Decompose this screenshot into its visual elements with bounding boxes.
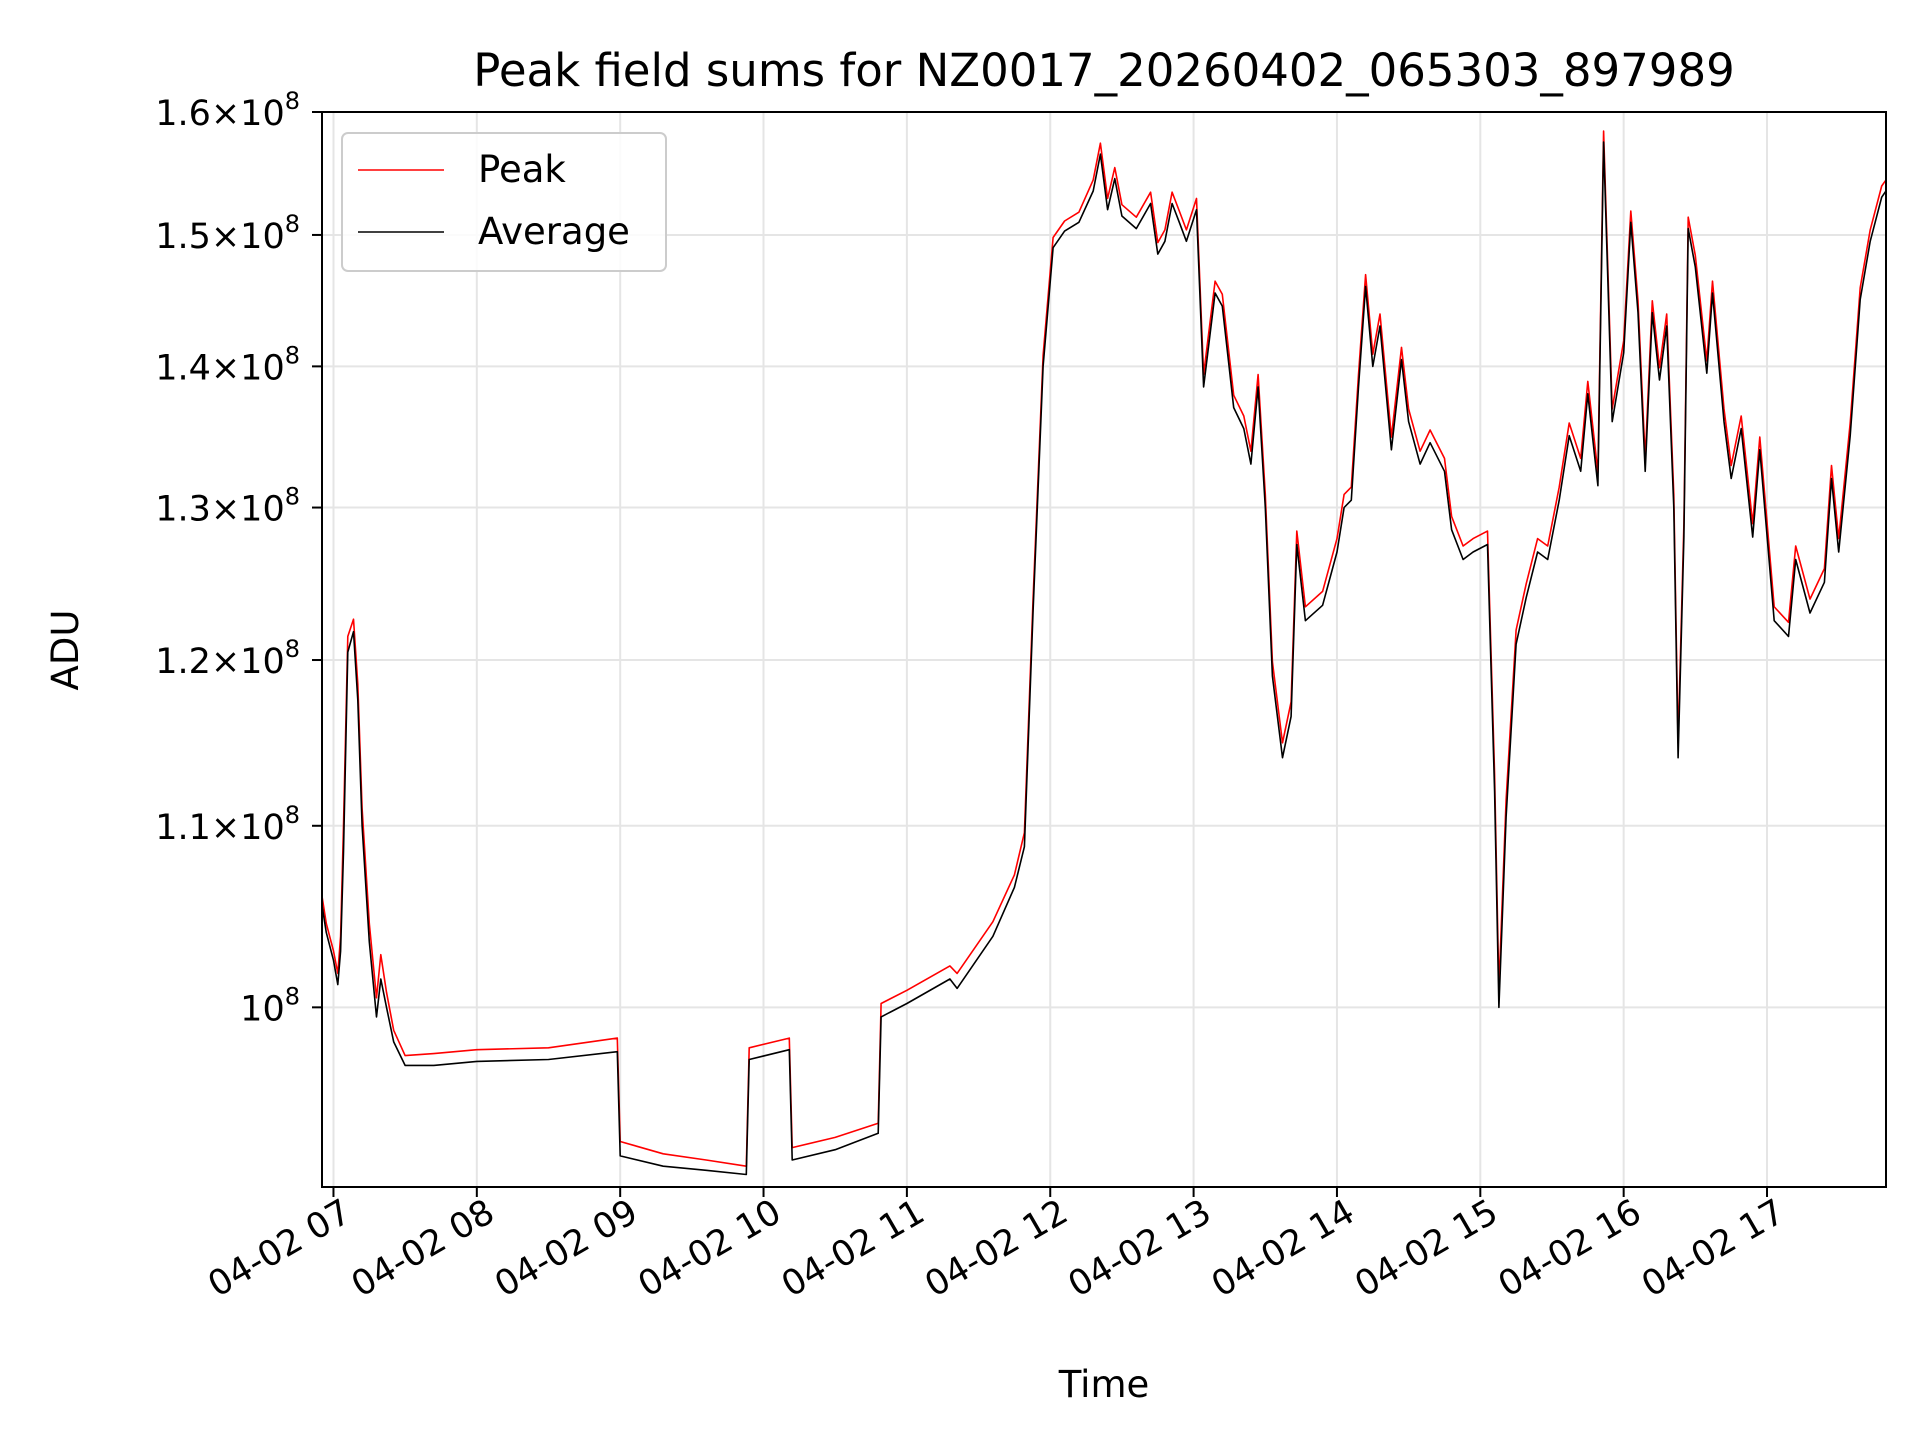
legend-peak-label: Peak [478,148,566,191]
y-tick-label: 1.1×108 [155,801,300,848]
legend-average-label: Average [478,210,630,253]
grid [322,111,1886,1187]
y-tick-label: 1.2×108 [155,635,300,682]
y-tick-label: 1.6×108 [155,87,300,134]
y-axis-ticks: 108 1.1×108 1.2×108 1.3×108 1.4×108 1.5×108 1.… [155,87,322,1029]
series-line-average [321,141,1887,1176]
y-tick-label: 1.5×108 [155,210,300,257]
chart-title: Peak field sums for NZ0017_20260402_0653… [473,44,1734,97]
legend: Peak Average [341,132,667,272]
y-axis-label: ADU [44,610,87,691]
legend-box [341,132,667,272]
y-tick-label: 108 [240,982,300,1029]
y-tick-label: 1.3×108 [155,483,300,530]
plot-area [322,112,1886,1187]
series-layer [321,130,1887,1176]
y-tick-label: 1.4×108 [155,341,300,388]
x-axis-label: Time [1058,1363,1150,1406]
plot-frame [321,111,1887,1188]
